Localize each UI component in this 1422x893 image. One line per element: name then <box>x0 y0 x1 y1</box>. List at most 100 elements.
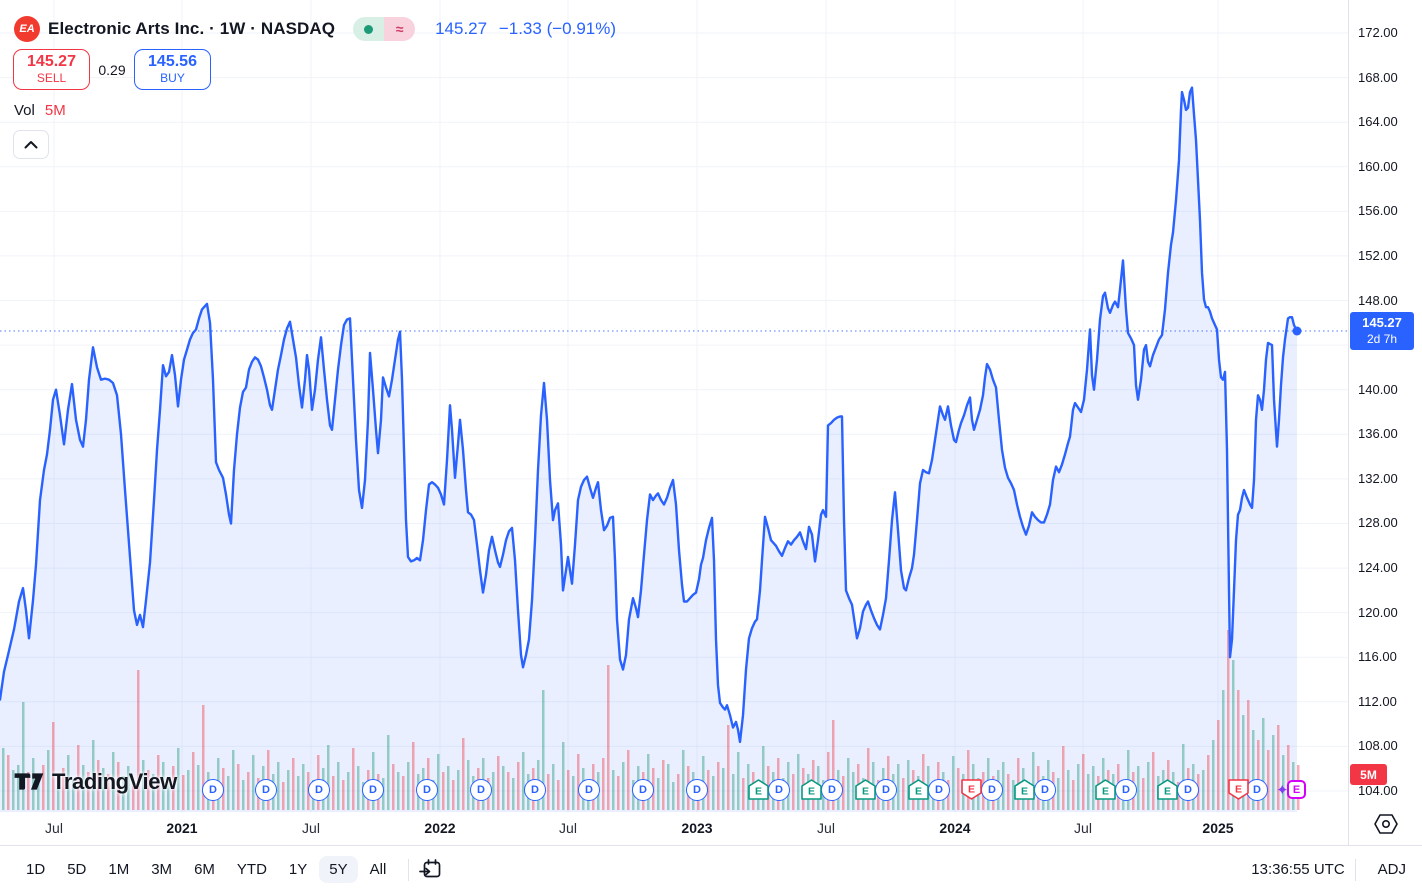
buy-button[interactable]: 145.56 BUY <box>134 49 211 90</box>
market-status-pill[interactable]: ≈ <box>353 17 416 41</box>
ea-symbol-logo: EA <box>14 16 40 42</box>
earnings-icon: E <box>908 779 929 800</box>
adjusted-data-toggle[interactable]: ADJ <box>1377 861 1406 878</box>
range-button-all[interactable]: All <box>360 856 397 883</box>
dividend-marker[interactable]: D <box>202 779 224 801</box>
utc-clock[interactable]: 13:36:55 UTC <box>1251 861 1345 878</box>
tag-price: 145.27 <box>1362 315 1402 331</box>
volume-label: Vol <box>14 102 35 119</box>
volume-value: 5M <box>44 102 66 119</box>
range-button-1m[interactable]: 1M <box>98 856 139 883</box>
range-button-3m[interactable]: 3M <box>141 856 182 883</box>
dividend-marker[interactable]: D <box>308 779 330 801</box>
dividend-marker[interactable]: D <box>1246 779 1268 801</box>
dividend-marker[interactable]: D <box>578 779 600 801</box>
price-axis-tick: 124.00 <box>1358 560 1398 576</box>
price-area-chart[interactable] <box>0 0 1348 813</box>
dividend-marker[interactable]: D <box>686 779 708 801</box>
bottom-toolbar: 1D 5D 1M 3M 6M YTD 1Y 5Y All 13:36:55 UTC ADJ <box>0 845 1422 893</box>
symbol-title[interactable]: Electronic Arts Inc. · 1W · NASDAQ <box>48 19 336 38</box>
earnings-marker-up[interactable]: E <box>908 779 929 800</box>
earnings-marker-up[interactable]: E <box>801 779 822 800</box>
range-button-5d[interactable]: 5D <box>57 856 96 883</box>
tradingview-logo[interactable]: TradingView <box>14 768 177 795</box>
time-axis-label: 2021 <box>166 820 198 836</box>
range-button-6m[interactable]: 6M <box>184 856 225 883</box>
last-price-readout: 145.27 −1.33 (−0.91%) <box>435 19 616 39</box>
range-button-5y[interactable]: 5Y <box>319 856 358 883</box>
svg-text:E: E <box>915 786 922 798</box>
time-axis-label: 2025 <box>1202 820 1234 836</box>
volume-axis-tag: 5M <box>1350 764 1387 785</box>
price-axis-tick: 136.00 <box>1358 426 1398 442</box>
earnings-icon: E <box>1095 779 1116 800</box>
dividend-marker[interactable]: D <box>524 779 546 801</box>
ea-logo-text: EA <box>19 23 35 35</box>
price-axis-tick: 128.00 <box>1358 515 1398 531</box>
dividend-marker[interactable]: D <box>470 779 492 801</box>
svg-text:E: E <box>1102 786 1109 798</box>
price-axis-tick: 108.00 <box>1358 738 1398 754</box>
earnings-icon: E <box>801 779 822 800</box>
date-range-switcher: 1D 5D 1M 3M 6M YTD 1Y 5Y All <box>16 856 398 883</box>
range-button-1y[interactable]: 1Y <box>279 856 317 883</box>
price-axis-tick: 164.00 <box>1358 114 1398 130</box>
last-price-value: 145.27 <box>435 19 488 38</box>
earnings-marker-up[interactable]: E <box>1095 779 1116 800</box>
earnings-marker-up[interactable]: E <box>1014 779 1035 800</box>
earnings-icon: E <box>961 779 982 800</box>
toolbar-divider <box>1354 858 1356 881</box>
dividend-marker[interactable]: D <box>416 779 438 801</box>
buy-price: 145.56 <box>148 53 197 71</box>
range-button-1d[interactable]: 1D <box>16 856 55 883</box>
svg-text:E: E <box>808 786 815 798</box>
dividend-marker[interactable]: D <box>875 779 897 801</box>
bar-countdown: 2d 7h <box>1366 331 1398 346</box>
earnings-marker-down[interactable]: E <box>1228 779 1249 800</box>
dividend-marker[interactable]: D <box>255 779 277 801</box>
sell-price: 145.27 <box>27 53 76 71</box>
svg-text:E: E <box>755 786 762 798</box>
dividend-marker[interactable]: D <box>821 779 843 801</box>
time-axis[interactable]: Jul 2021 Jul 2022 Jul 2023 Jul 2024 Jul 2025 <box>0 813 1348 845</box>
calendar-icon <box>419 859 441 878</box>
price-scale-settings-icon[interactable] <box>1371 811 1401 837</box>
earnings-marker-up[interactable]: E <box>1157 779 1178 800</box>
price-axis-tick: 140.00 <box>1358 381 1398 397</box>
sell-button[interactable]: 145.27 SELL <box>13 49 90 90</box>
price-axis-tick: 148.00 <box>1358 292 1398 308</box>
svg-text:E: E <box>1021 786 1028 798</box>
svg-text:E: E <box>862 786 869 798</box>
svg-text:E: E <box>968 784 975 796</box>
dividend-marker[interactable]: D <box>362 779 384 801</box>
price-axis-tick: 156.00 <box>1358 203 1398 219</box>
dividend-marker[interactable]: D <box>1115 779 1137 801</box>
time-axis-label: Jul <box>302 820 320 836</box>
dividend-marker[interactable]: D <box>928 779 950 801</box>
dividend-marker[interactable]: D <box>1177 779 1199 801</box>
volume-study-legend: Vol 5M <box>14 102 66 119</box>
range-button-ytd[interactable]: YTD <box>227 856 277 883</box>
price-axis-tick: 160.00 <box>1358 158 1398 174</box>
dividend-marker[interactable]: D <box>768 779 790 801</box>
dividend-marker[interactable]: D <box>632 779 654 801</box>
buy-label: BUY <box>160 70 185 85</box>
earnings-marker-up[interactable]: E <box>748 779 769 800</box>
delayed-data-icon: ≈ <box>384 17 416 41</box>
tradingview-logo-text: TradingView <box>52 768 177 794</box>
go-to-date-button[interactable] <box>419 858 443 881</box>
earnings-marker-up[interactable]: E <box>855 779 876 800</box>
collapse-legend-button[interactable] <box>13 130 49 159</box>
last-price-axis-tag: 145.27 2d 7h <box>1350 311 1414 350</box>
earnings-marker-down[interactable]: E <box>961 779 982 800</box>
dividend-marker[interactable]: D <box>981 779 1003 801</box>
time-axis-label: 2024 <box>939 820 971 836</box>
upcoming-earnings-marker[interactable]: E <box>1287 780 1306 799</box>
dividend-marker[interactable]: D <box>1034 779 1056 801</box>
earnings-icon: E <box>1157 779 1178 800</box>
price-axis-tick: 152.00 <box>1358 247 1398 263</box>
earnings-icon: E <box>748 779 769 800</box>
price-axis[interactable]: 145.27 2d 7h 5M 172.00 168.00 164.00 160.00… <box>1348 0 1422 845</box>
